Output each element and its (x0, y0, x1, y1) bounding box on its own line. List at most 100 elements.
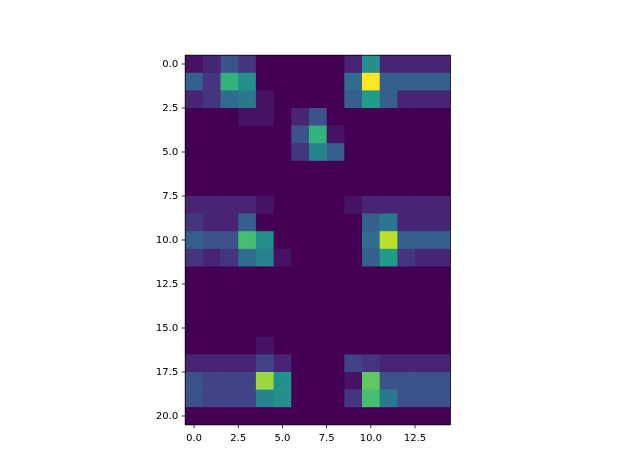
heatmap-cell (202, 266, 221, 285)
heatmap-cell (308, 55, 327, 74)
heatmap-cell (273, 108, 292, 126)
heatmap-cell (291, 336, 310, 355)
heatmap-cell (344, 72, 363, 91)
heatmap-cell (308, 372, 327, 390)
heatmap-cell (432, 301, 451, 320)
heatmap-cell (255, 160, 274, 179)
heatmap-cell (308, 266, 327, 285)
heatmap-cell (415, 213, 434, 232)
heatmap-cell (432, 248, 451, 267)
heatmap-cell (432, 389, 451, 408)
heatmap-cell (220, 178, 239, 197)
heatmap-cell (220, 248, 239, 267)
heatmap-cell (432, 284, 451, 302)
heatmap-cell (255, 301, 274, 320)
heatmap-cell (379, 266, 398, 285)
heatmap-cell (220, 72, 239, 91)
heatmap-cell (326, 354, 345, 373)
heatmap-cell (220, 336, 239, 355)
heatmap-cell (379, 336, 398, 355)
heatmap-cell (291, 248, 310, 267)
heatmap-cell (397, 108, 416, 126)
heatmap-cell (432, 55, 451, 74)
heatmap-cell (344, 108, 363, 126)
heatmap-cell (397, 266, 416, 285)
heatmap-cell (379, 55, 398, 74)
heatmap-cell (202, 389, 221, 408)
heatmap-cell (291, 108, 310, 126)
heatmap-cell (273, 160, 292, 179)
heatmap-cell (379, 196, 398, 214)
heatmap-cell (379, 248, 398, 267)
heatmap-cell (220, 372, 239, 390)
heatmap-cell (362, 213, 380, 232)
heatmap-cell (220, 389, 239, 408)
heatmap-cell (238, 143, 257, 162)
heatmap-cell (432, 231, 451, 250)
heatmap-cell (220, 125, 239, 144)
heatmap-cell (379, 108, 398, 126)
heatmap-cell (344, 55, 363, 74)
heatmap-cell (238, 407, 257, 426)
heatmap-cell (238, 178, 257, 197)
heatmap-cell (379, 160, 398, 179)
heatmap-cell (362, 284, 380, 302)
heatmap-cell (397, 284, 416, 302)
x-tick-label: 7.5 (319, 433, 335, 444)
heatmap-cell (415, 248, 434, 267)
heatmap-cell (291, 178, 310, 197)
heatmap-cell (432, 354, 451, 373)
heatmap-cell (202, 213, 221, 232)
heatmap-cell (220, 354, 239, 373)
heatmap-cell (238, 231, 257, 250)
heatmap-cell (397, 354, 416, 373)
heatmap-cell (291, 125, 310, 144)
heatmap-cell (273, 143, 292, 162)
heatmap-cell (185, 284, 204, 302)
heatmap-cell (344, 143, 363, 162)
heatmap-cell (273, 125, 292, 144)
heatmap-cell (255, 213, 274, 232)
heatmap-cell (291, 266, 310, 285)
heatmap-cell (255, 143, 274, 162)
heatmap-cell (220, 231, 239, 250)
heatmap-cell (238, 108, 257, 126)
heatmap-cell (326, 90, 345, 109)
heatmap-cell (362, 160, 380, 179)
heatmap-cell (308, 284, 327, 302)
heatmap-cell (238, 301, 257, 320)
heatmap-cell (397, 90, 416, 109)
heatmap-cell (238, 266, 257, 285)
heatmap-cell (273, 389, 292, 408)
heatmap-cell (432, 213, 451, 232)
heatmap-cell (238, 125, 257, 144)
heatmap-cell (185, 354, 204, 373)
heatmap-cell (344, 178, 363, 197)
heatmap-cell (202, 407, 221, 426)
heatmap-cell (326, 266, 345, 285)
heatmap-cell (379, 407, 398, 426)
heatmap-cell (202, 301, 221, 320)
heatmap-cell (344, 90, 363, 109)
heatmap-cell (220, 90, 239, 109)
heatmap-cell (238, 389, 257, 408)
heatmap-cell (273, 319, 292, 338)
heatmap-cell (202, 90, 221, 109)
heatmap-cell (415, 160, 434, 179)
heatmap-cell (362, 143, 380, 162)
heatmap-cell (273, 90, 292, 109)
heatmap-cell (291, 143, 310, 162)
heatmap-cell (185, 143, 204, 162)
heatmap-cell (308, 354, 327, 373)
heatmap-cell (202, 372, 221, 390)
heatmap-cell (415, 319, 434, 338)
heatmap-cell (273, 336, 292, 355)
heatmap-cell (238, 160, 257, 179)
heatmap-cell (255, 248, 274, 267)
heatmap-cell (432, 336, 451, 355)
heatmap-cell (362, 407, 380, 426)
heatmap-cell (185, 196, 204, 214)
heatmap-cell (255, 196, 274, 214)
heatmap-cell (308, 231, 327, 250)
heatmap-cell (397, 231, 416, 250)
